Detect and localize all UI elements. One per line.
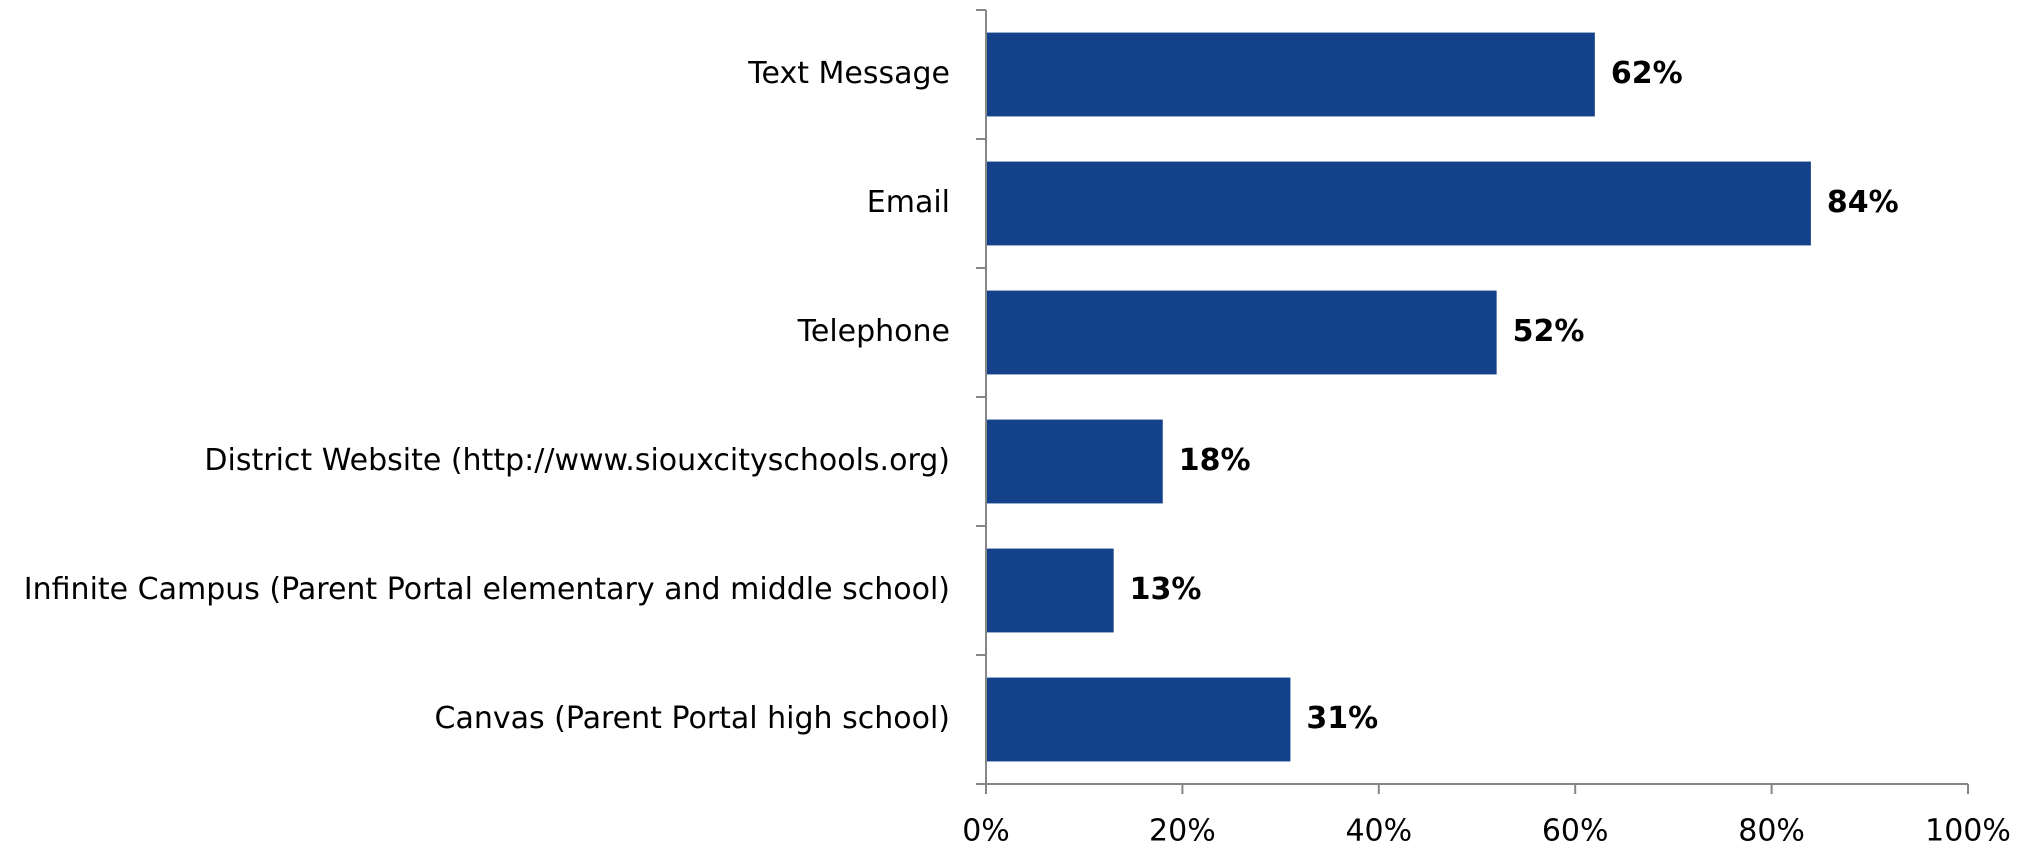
x-tick-labels: 0% 20% 40% 60% 80% 100% [962,814,2011,848]
value-labels: 62% 84% 52% 18% 13% 31% [1130,56,1899,736]
bar-4 [986,419,1163,504]
x-tick-label: 60% [1542,814,1609,848]
category-label: Text Message [747,56,950,91]
value-label: 18% [1179,443,1251,478]
bar-5 [986,548,1114,633]
x-tick-label: 40% [1345,814,1412,848]
bar-3 [986,290,1497,375]
category-label: Email [867,185,950,220]
bars-group [986,32,1811,762]
value-label: 31% [1306,701,1378,736]
category-labels: Text Message Email Telephone District Websi… [24,56,950,736]
bar-1 [986,32,1595,117]
value-label: 62% [1611,56,1683,91]
category-label: Infinite Campus (Parent Portal elementar… [24,572,950,607]
x-tick-label: 80% [1738,814,1805,848]
x-tick-label: 20% [1149,814,1216,848]
value-label: 84% [1827,185,1899,220]
category-label: Telephone [797,314,950,349]
value-label: 52% [1513,314,1585,349]
tick-marks [976,9,1969,794]
category-label: District Website (http://www.siouxcitysc… [204,443,950,478]
bar-6 [986,677,1291,762]
bar-2 [986,161,1811,246]
value-label: 13% [1130,572,1202,607]
x-tick-label: 100% [1925,814,2011,848]
x-tick-label: 0% [962,814,1010,848]
category-label: Canvas (Parent Portal high school) [435,701,950,736]
axes [985,10,1968,785]
